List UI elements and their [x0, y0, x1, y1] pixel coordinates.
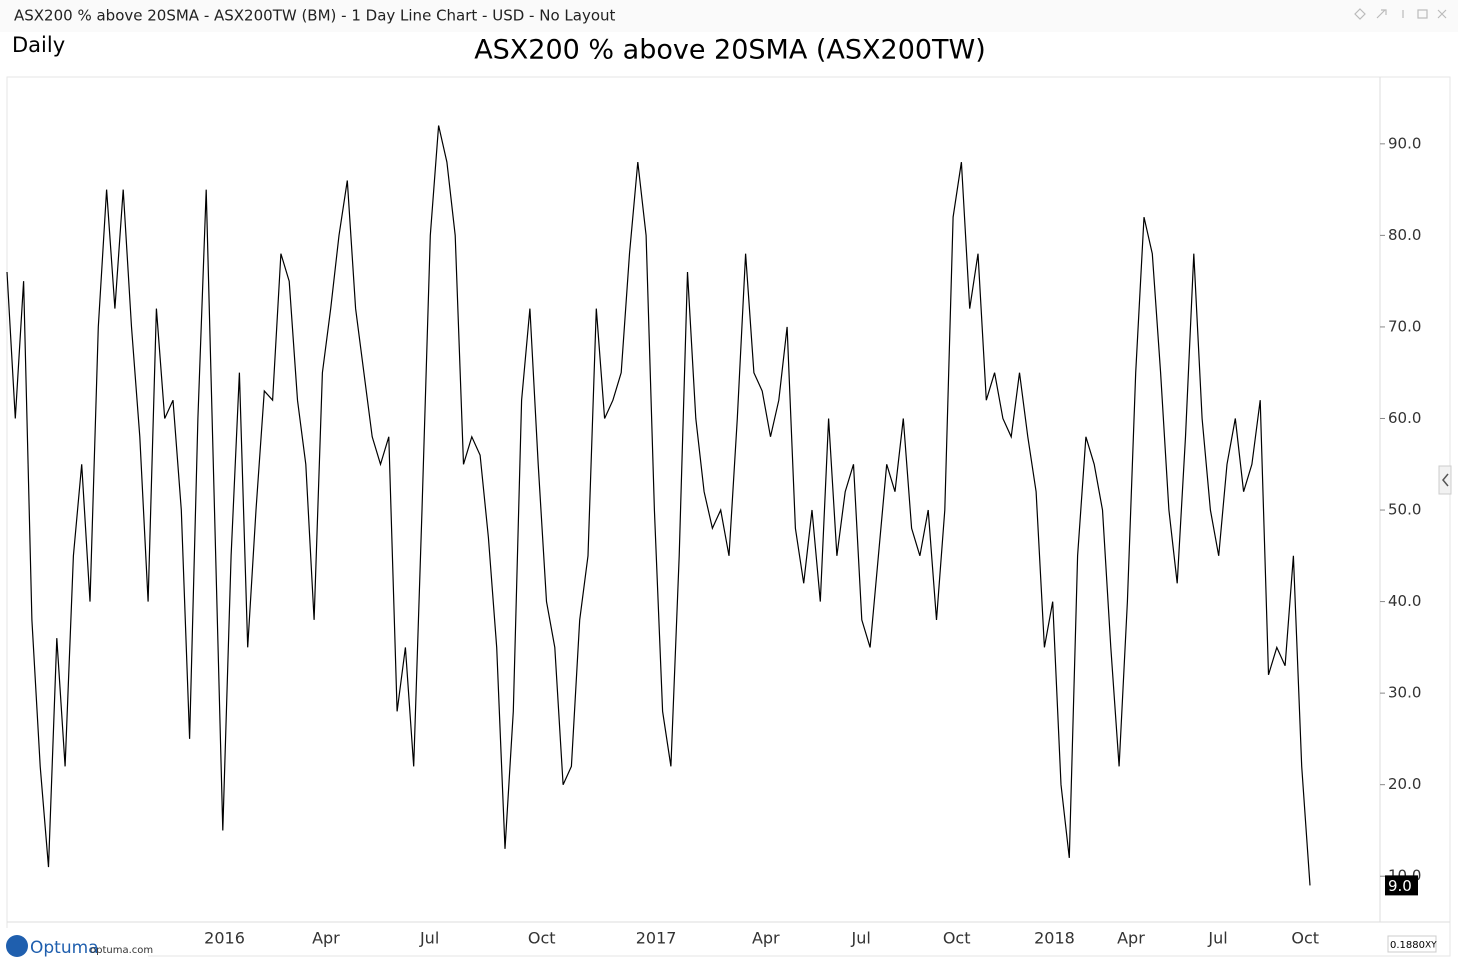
window-title: ASX200 % above 20SMA - ASX200TW (BM) - 1… — [14, 7, 616, 25]
logo-url: optuma.com — [90, 945, 153, 956]
x-tick-label: 2018 — [1034, 929, 1075, 948]
chart-title: ASX200 % above 20SMA (ASX200TW) — [474, 35, 986, 66]
y-tick-label: 30.0 — [1388, 684, 1421, 702]
x-tick-label: 2016 — [204, 929, 245, 948]
title-bar — [0, 0, 1458, 32]
scale-box[interactable] — [1387, 935, 1437, 953]
y-tick-label: 90.0 — [1388, 134, 1421, 152]
x-tick-label: 2017 — [636, 929, 677, 948]
y-tick-label: 70.0 — [1388, 317, 1421, 335]
plot: 10.020.030.040.050.060.070.080.090.02016… — [6, 125, 1421, 948]
y-tick-label: 80.0 — [1388, 226, 1421, 244]
data-line — [6, 125, 1311, 886]
scale-value: 0.1880 — [1390, 940, 1425, 951]
y-tick-label: 60.0 — [1388, 409, 1421, 427]
y-tick-label: 40.0 — [1388, 592, 1421, 610]
period-label: Daily — [12, 33, 65, 57]
x-tick-label: Oct — [528, 929, 556, 948]
logo-area — [4, 928, 148, 958]
toggle-arrow — [1442, 473, 1449, 487]
last-value-label: 9.0 — [1388, 877, 1412, 895]
x-tick-label: Apr — [752, 929, 780, 948]
x-tick-label: Jul — [851, 929, 871, 948]
scale-mode: XY — [1425, 941, 1437, 951]
logo-icon — [6, 935, 28, 957]
logo-text: Optuma — [30, 938, 99, 958]
x-tick-label: Jul — [1207, 929, 1227, 948]
side-panel-toggle[interactable] — [1438, 465, 1452, 495]
x-tick-label: Oct — [943, 929, 971, 948]
chart-frame — [6, 76, 1451, 957]
y-tick-label: 50.0 — [1388, 501, 1421, 519]
last-value-box — [1385, 875, 1418, 896]
window-buttons[interactable] — [1354, 8, 1447, 20]
x-tick-label: Apr — [312, 929, 340, 948]
x-tick-label: Oct — [1291, 929, 1319, 948]
y-tick-label: 20.0 — [1388, 775, 1421, 793]
x-tick-label: Apr — [1117, 929, 1145, 948]
x-tick-label: Jul — [419, 929, 439, 948]
